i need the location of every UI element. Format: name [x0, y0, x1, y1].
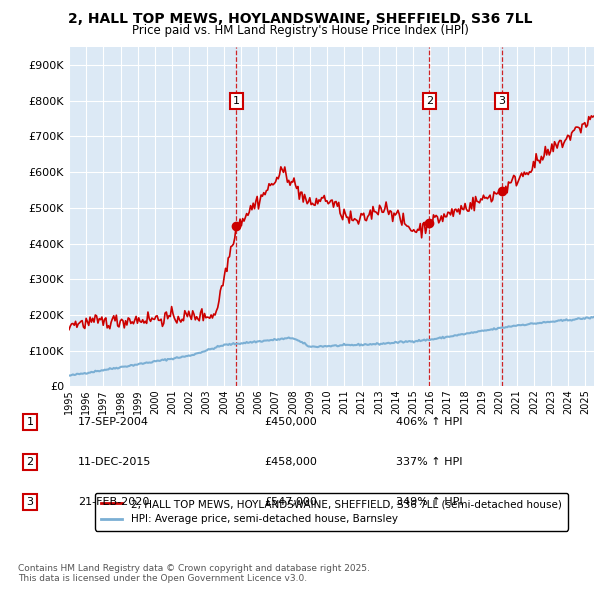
Text: 2: 2 — [426, 96, 433, 106]
Legend: 2, HALL TOP MEWS, HOYLANDSWAINE, SHEFFIELD, S36 7LL (semi-detached house), HPI: : 2, HALL TOP MEWS, HOYLANDSWAINE, SHEFFIE… — [95, 493, 568, 530]
Text: 1: 1 — [26, 417, 34, 427]
Text: 11-DEC-2015: 11-DEC-2015 — [78, 457, 151, 467]
Text: 2, HALL TOP MEWS, HOYLANDSWAINE, SHEFFIELD, S36 7LL: 2, HALL TOP MEWS, HOYLANDSWAINE, SHEFFIE… — [68, 12, 532, 26]
Text: £458,000: £458,000 — [264, 457, 317, 467]
Text: 17-SEP-2004: 17-SEP-2004 — [78, 417, 149, 427]
Text: Contains HM Land Registry data © Crown copyright and database right 2025.
This d: Contains HM Land Registry data © Crown c… — [18, 563, 370, 583]
Text: 337% ↑ HPI: 337% ↑ HPI — [396, 457, 463, 467]
Text: 3: 3 — [26, 497, 34, 507]
Text: £450,000: £450,000 — [264, 417, 317, 427]
Text: 1: 1 — [233, 96, 240, 106]
Text: Price paid vs. HM Land Registry's House Price Index (HPI): Price paid vs. HM Land Registry's House … — [131, 24, 469, 37]
Text: £547,000: £547,000 — [264, 497, 317, 507]
Text: 349% ↑ HPI: 349% ↑ HPI — [396, 497, 463, 507]
Text: 3: 3 — [498, 96, 505, 106]
Text: 21-FEB-2020: 21-FEB-2020 — [78, 497, 149, 507]
Text: 406% ↑ HPI: 406% ↑ HPI — [396, 417, 463, 427]
Text: 2: 2 — [26, 457, 34, 467]
